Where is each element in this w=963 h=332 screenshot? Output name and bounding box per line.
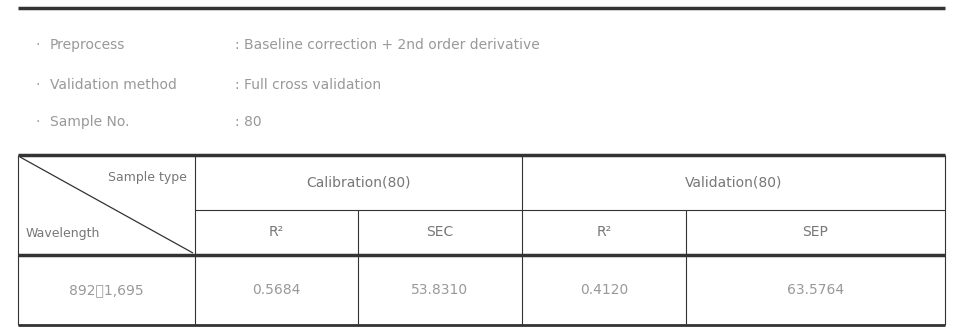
Text: 0.4120: 0.4120 xyxy=(580,283,628,297)
Text: ·: · xyxy=(36,115,40,129)
Text: ·: · xyxy=(36,78,40,92)
Text: : Full cross validation: : Full cross validation xyxy=(235,78,381,92)
Text: Validation(80): Validation(80) xyxy=(685,176,782,190)
Text: 0.5684: 0.5684 xyxy=(252,283,300,297)
Text: Calibration(80): Calibration(80) xyxy=(306,176,411,190)
Text: ·: · xyxy=(36,38,40,52)
Text: Validation method: Validation method xyxy=(50,78,177,92)
Text: R²: R² xyxy=(269,225,284,239)
Text: Sample type: Sample type xyxy=(108,171,187,184)
Text: : 80: : 80 xyxy=(235,115,262,129)
Text: Wavelength: Wavelength xyxy=(26,226,100,239)
Text: R²: R² xyxy=(596,225,612,239)
Text: 892～1,695: 892～1,695 xyxy=(69,283,143,297)
Text: SEC: SEC xyxy=(427,225,454,239)
Text: 53.8310: 53.8310 xyxy=(411,283,469,297)
Text: Preprocess: Preprocess xyxy=(50,38,125,52)
Text: Sample No.: Sample No. xyxy=(50,115,129,129)
Text: SEP: SEP xyxy=(802,225,828,239)
Text: : Baseline correction + 2nd order derivative: : Baseline correction + 2nd order deriva… xyxy=(235,38,539,52)
Text: 63.5764: 63.5764 xyxy=(787,283,844,297)
